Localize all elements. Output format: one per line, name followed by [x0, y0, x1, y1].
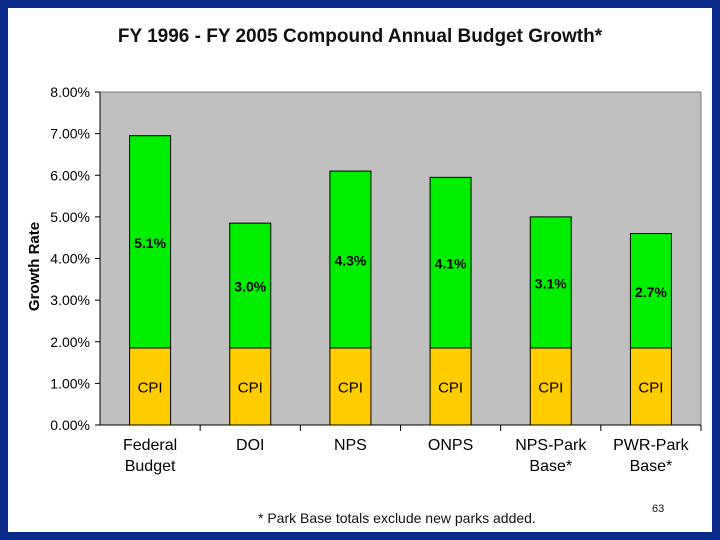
growth-label: 4.3% — [334, 253, 366, 269]
y-tick-label: 7.00% — [50, 126, 90, 142]
chart-title: FY 1996 - FY 2005 Compound Annual Budget… — [117, 26, 603, 47]
bar-growth — [129, 135, 172, 349]
x-category-label: Base* — [630, 458, 673, 475]
bar-chart: 0.00% 1.00% 2.00% 3.00% 4.00% 5.00% 6.00% 7.00%… — [26, 84, 702, 475]
x-category-label: Base* — [529, 458, 572, 475]
page-number: 63 — [652, 503, 665, 515]
x-category-label: Budget — [125, 458, 176, 475]
growth-label: 2.7% — [635, 284, 667, 300]
bar-cpi — [329, 347, 372, 426]
bar-growth — [629, 233, 672, 349]
bar-cpi — [629, 347, 672, 426]
cpi-label: CPI — [538, 379, 563, 396]
bar-cpi — [429, 347, 472, 426]
bar-growth — [529, 216, 572, 349]
bar-growth — [329, 170, 372, 349]
cpi-label: CPI — [338, 379, 363, 396]
growth-label: 5.1% — [134, 235, 166, 251]
bar-growth — [429, 176, 472, 349]
cpi-label: CPI — [138, 379, 163, 396]
y-tick-label: 4.00% — [50, 251, 90, 267]
y-tick-label: 3.00% — [50, 292, 90, 308]
cpi-label: CPI — [638, 379, 663, 396]
plot-area — [99, 91, 702, 426]
growth-label: 3.0% — [234, 279, 266, 295]
y-tick-label: 1.00% — [50, 375, 90, 391]
x-category-label: Federal — [123, 437, 177, 454]
growth-label: 3.1% — [535, 275, 567, 291]
x-category-label: PWR-Park — [613, 437, 690, 454]
bar-cpi — [229, 347, 272, 426]
y-tick-label: 5.00% — [50, 209, 90, 225]
cpi-label: CPI — [438, 379, 463, 396]
x-category-label: NPS — [334, 437, 367, 454]
y-tick-label: 0.00% — [50, 417, 90, 433]
y-axis-title: Growth Rate — [26, 222, 43, 311]
y-tick-label: 8.00% — [50, 84, 90, 100]
x-category-label: NPS-Park — [515, 437, 587, 454]
footnote: * Park Base totals exclude new parks add… — [258, 510, 536, 526]
x-category-label: DOI — [236, 437, 264, 454]
y-tick-label: 6.00% — [50, 167, 90, 183]
cpi-label: CPI — [238, 379, 263, 396]
growth-label: 4.1% — [435, 256, 467, 272]
slide: FY 1996 - FY 2005 Compound Annual Budget… — [8, 8, 712, 532]
y-tick-label: 2.00% — [50, 334, 90, 350]
bar-growth — [229, 222, 272, 349]
x-category-label: ONPS — [428, 437, 473, 454]
